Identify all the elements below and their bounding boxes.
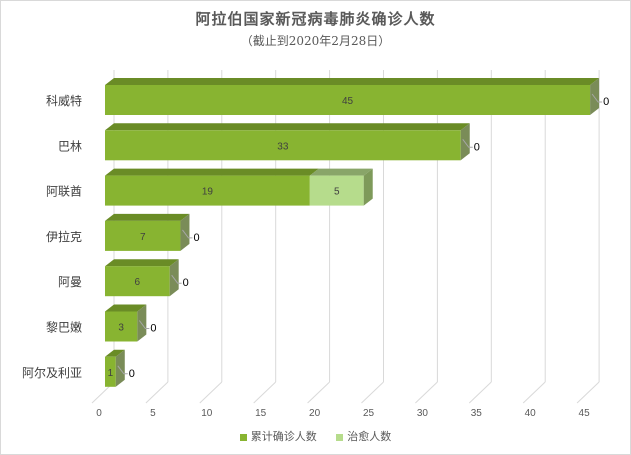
bar-top [309,168,373,176]
bar-top [105,78,600,85]
category-label: 科威特 [46,93,82,108]
data-label-zero: 0 [603,96,609,108]
data-label: 45 [342,96,354,107]
bar-top [105,349,125,357]
bar-top [105,259,179,267]
floor-line [522,381,546,404]
data-label: 7 [140,232,146,243]
floor-line [415,381,438,404]
x-tick-label: 35 [471,408,483,419]
bar-top [105,304,147,312]
bar-side [115,349,125,387]
bar [105,266,170,297]
x-tick-label: 20 [309,408,321,419]
x-tick-label: 10 [201,408,213,419]
legend-item-recovered[interactable]: 治愈人数 [336,430,391,443]
x-tick-label: 5 [150,408,156,419]
x-tick-label: 45 [579,408,591,419]
category-label: 巴林 [58,139,82,153]
bar-side [363,168,373,206]
x-tick-label: 30 [417,408,429,419]
bar [105,220,181,251]
leader-line [182,229,193,239]
legend-swatch [336,433,344,441]
data-label: 1 [108,368,114,379]
leader-line [591,93,603,103]
legend-item-confirmed[interactable]: 累计确诊人数 [239,430,317,443]
x-tick-label: 40 [525,408,537,419]
category-label: 阿尔及利亚 [22,365,82,380]
legend-label: 治愈人数 [347,430,392,443]
data-label-zero: 0 [183,277,189,289]
data-label-zero: 0 [193,232,199,244]
floor-line [145,381,169,404]
floor-line [468,381,492,404]
bar-side [169,259,179,297]
bar-side [180,213,190,251]
bar [105,175,310,206]
bar [105,130,461,161]
bar-top [105,168,319,176]
chart-subtitle: （截止到2020年2月28日） [240,34,391,48]
bar [105,356,116,387]
data-label-zero: 0 [474,141,480,153]
leader-line [138,320,150,329]
bar-side [137,304,147,342]
floor-line [253,381,277,404]
floor-line [307,381,330,404]
data-label: 33 [277,141,289,152]
x-tick-label: 25 [363,408,375,419]
bar [105,85,591,115]
bar-side [460,123,470,161]
data-label: 19 [202,187,214,198]
legend-label: 累计确诊人数 [250,430,317,443]
bar [309,175,364,206]
legend-swatch [239,433,247,441]
data-label: 6 [135,277,141,288]
category-label: 黎巴嫩 [46,321,82,335]
x-tick-label: 0 [96,408,102,419]
bar-top [105,123,470,131]
leader-line [171,274,182,284]
legend: 累计确诊人数 治愈人数 [0,428,631,444]
leader-line [117,365,128,375]
floor-line [361,381,384,404]
bar [105,311,138,342]
data-label: 3 [118,323,124,334]
chart-title: 阿拉伯国家新冠病毒肺炎确诊人数 [195,10,436,28]
x-tick-label: 15 [255,408,267,419]
data-label-zero: 0 [150,323,156,335]
data-label-zero: 0 [129,368,135,380]
floor-line [199,381,223,404]
floor-line [576,381,600,404]
category-label: 阿曼 [58,275,82,289]
leader-line [462,139,473,148]
category-label: 伊拉克 [46,229,82,244]
data-label: 5 [334,187,340,198]
category-label: 阿联酋 [46,184,82,199]
bar-top [105,213,190,221]
